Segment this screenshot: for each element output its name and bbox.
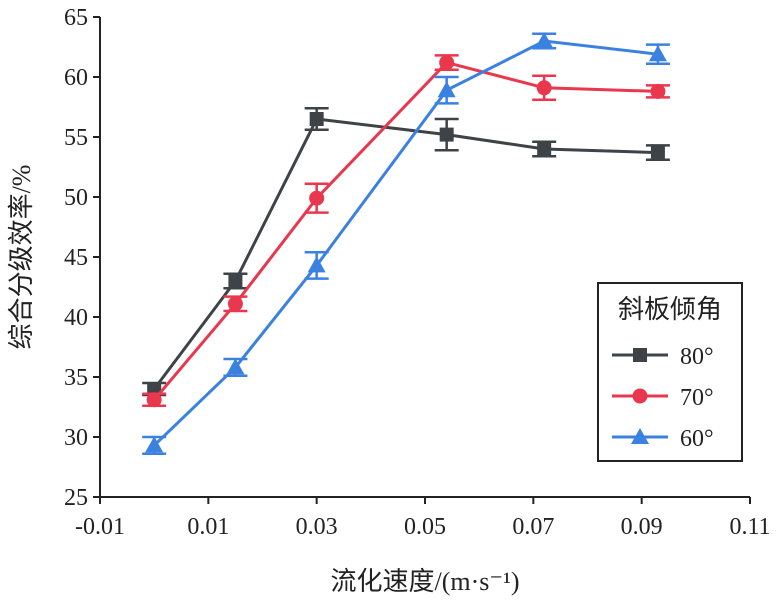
series-circle (142, 54, 670, 408)
data-point (537, 142, 552, 156)
data-point (309, 112, 324, 126)
x-tick-label: 0.09 (621, 514, 663, 540)
x-tick-label: 0.11 (729, 514, 770, 540)
y-tick-label: 60 (64, 65, 88, 91)
y-tick-label: 55 (64, 125, 88, 151)
y-tick-label: 40 (64, 305, 88, 331)
legend-entry: 60° (612, 426, 714, 452)
legend: 斜板倾角 80° 70° 60° (597, 282, 743, 462)
series-line (153, 117, 658, 390)
x-axis-title: 流化速度/(m·s⁻¹) (330, 567, 519, 596)
data-point (228, 274, 243, 288)
data-point (439, 127, 454, 142)
y-tick-label: 25 (64, 485, 88, 511)
data-point (650, 145, 665, 160)
data-point (145, 436, 164, 453)
legend-marker (632, 388, 648, 404)
series-triangle (142, 32, 670, 456)
x-tick-label: 0.01 (187, 514, 229, 540)
legend-entry: 70° (612, 385, 714, 411)
data-point (146, 392, 162, 408)
data-point (536, 80, 552, 96)
legend-title: 斜板倾角 (618, 295, 722, 324)
series-layer (142, 32, 670, 456)
series-square (142, 106, 670, 397)
x-tick-label: -0.01 (75, 514, 125, 540)
y-tick-label: 35 (64, 365, 88, 391)
y-tick-label: 65 (64, 5, 88, 31)
data-point (437, 81, 456, 98)
legend-entry: 80° (612, 344, 714, 370)
y-axis-title: 综合分级效率/% (7, 165, 36, 350)
legend-label: 70° (680, 385, 714, 411)
data-point (309, 190, 325, 206)
data-point (439, 55, 455, 71)
legend-marker (631, 428, 649, 444)
y-tick-label: 50 (64, 185, 88, 211)
data-point (650, 83, 666, 99)
data-point (226, 358, 245, 375)
data-point (147, 382, 162, 396)
legend-box (597, 282, 743, 462)
series-line (153, 39, 659, 447)
x-tick-label: 0.05 (404, 514, 446, 540)
y-tick-label: 30 (64, 425, 88, 451)
x-tick-label: 0.07 (512, 514, 554, 540)
y-tick-label: 45 (64, 245, 88, 271)
legend-label: 80° (680, 344, 714, 370)
axes: 25 30 35 40 45 50 55 60 65 -0.01 0.01 0.03 0.05 0.07 0… (64, 5, 771, 540)
data-point (307, 256, 326, 273)
legend-marker (633, 348, 647, 362)
data-point (535, 32, 554, 48)
legend-entries: 80° 70° 60° (612, 344, 714, 452)
data-point (227, 296, 243, 312)
x-tick-label: 0.03 (296, 514, 338, 540)
series-line (153, 60, 658, 401)
data-point (648, 45, 667, 62)
legend-label: 60° (680, 426, 714, 452)
